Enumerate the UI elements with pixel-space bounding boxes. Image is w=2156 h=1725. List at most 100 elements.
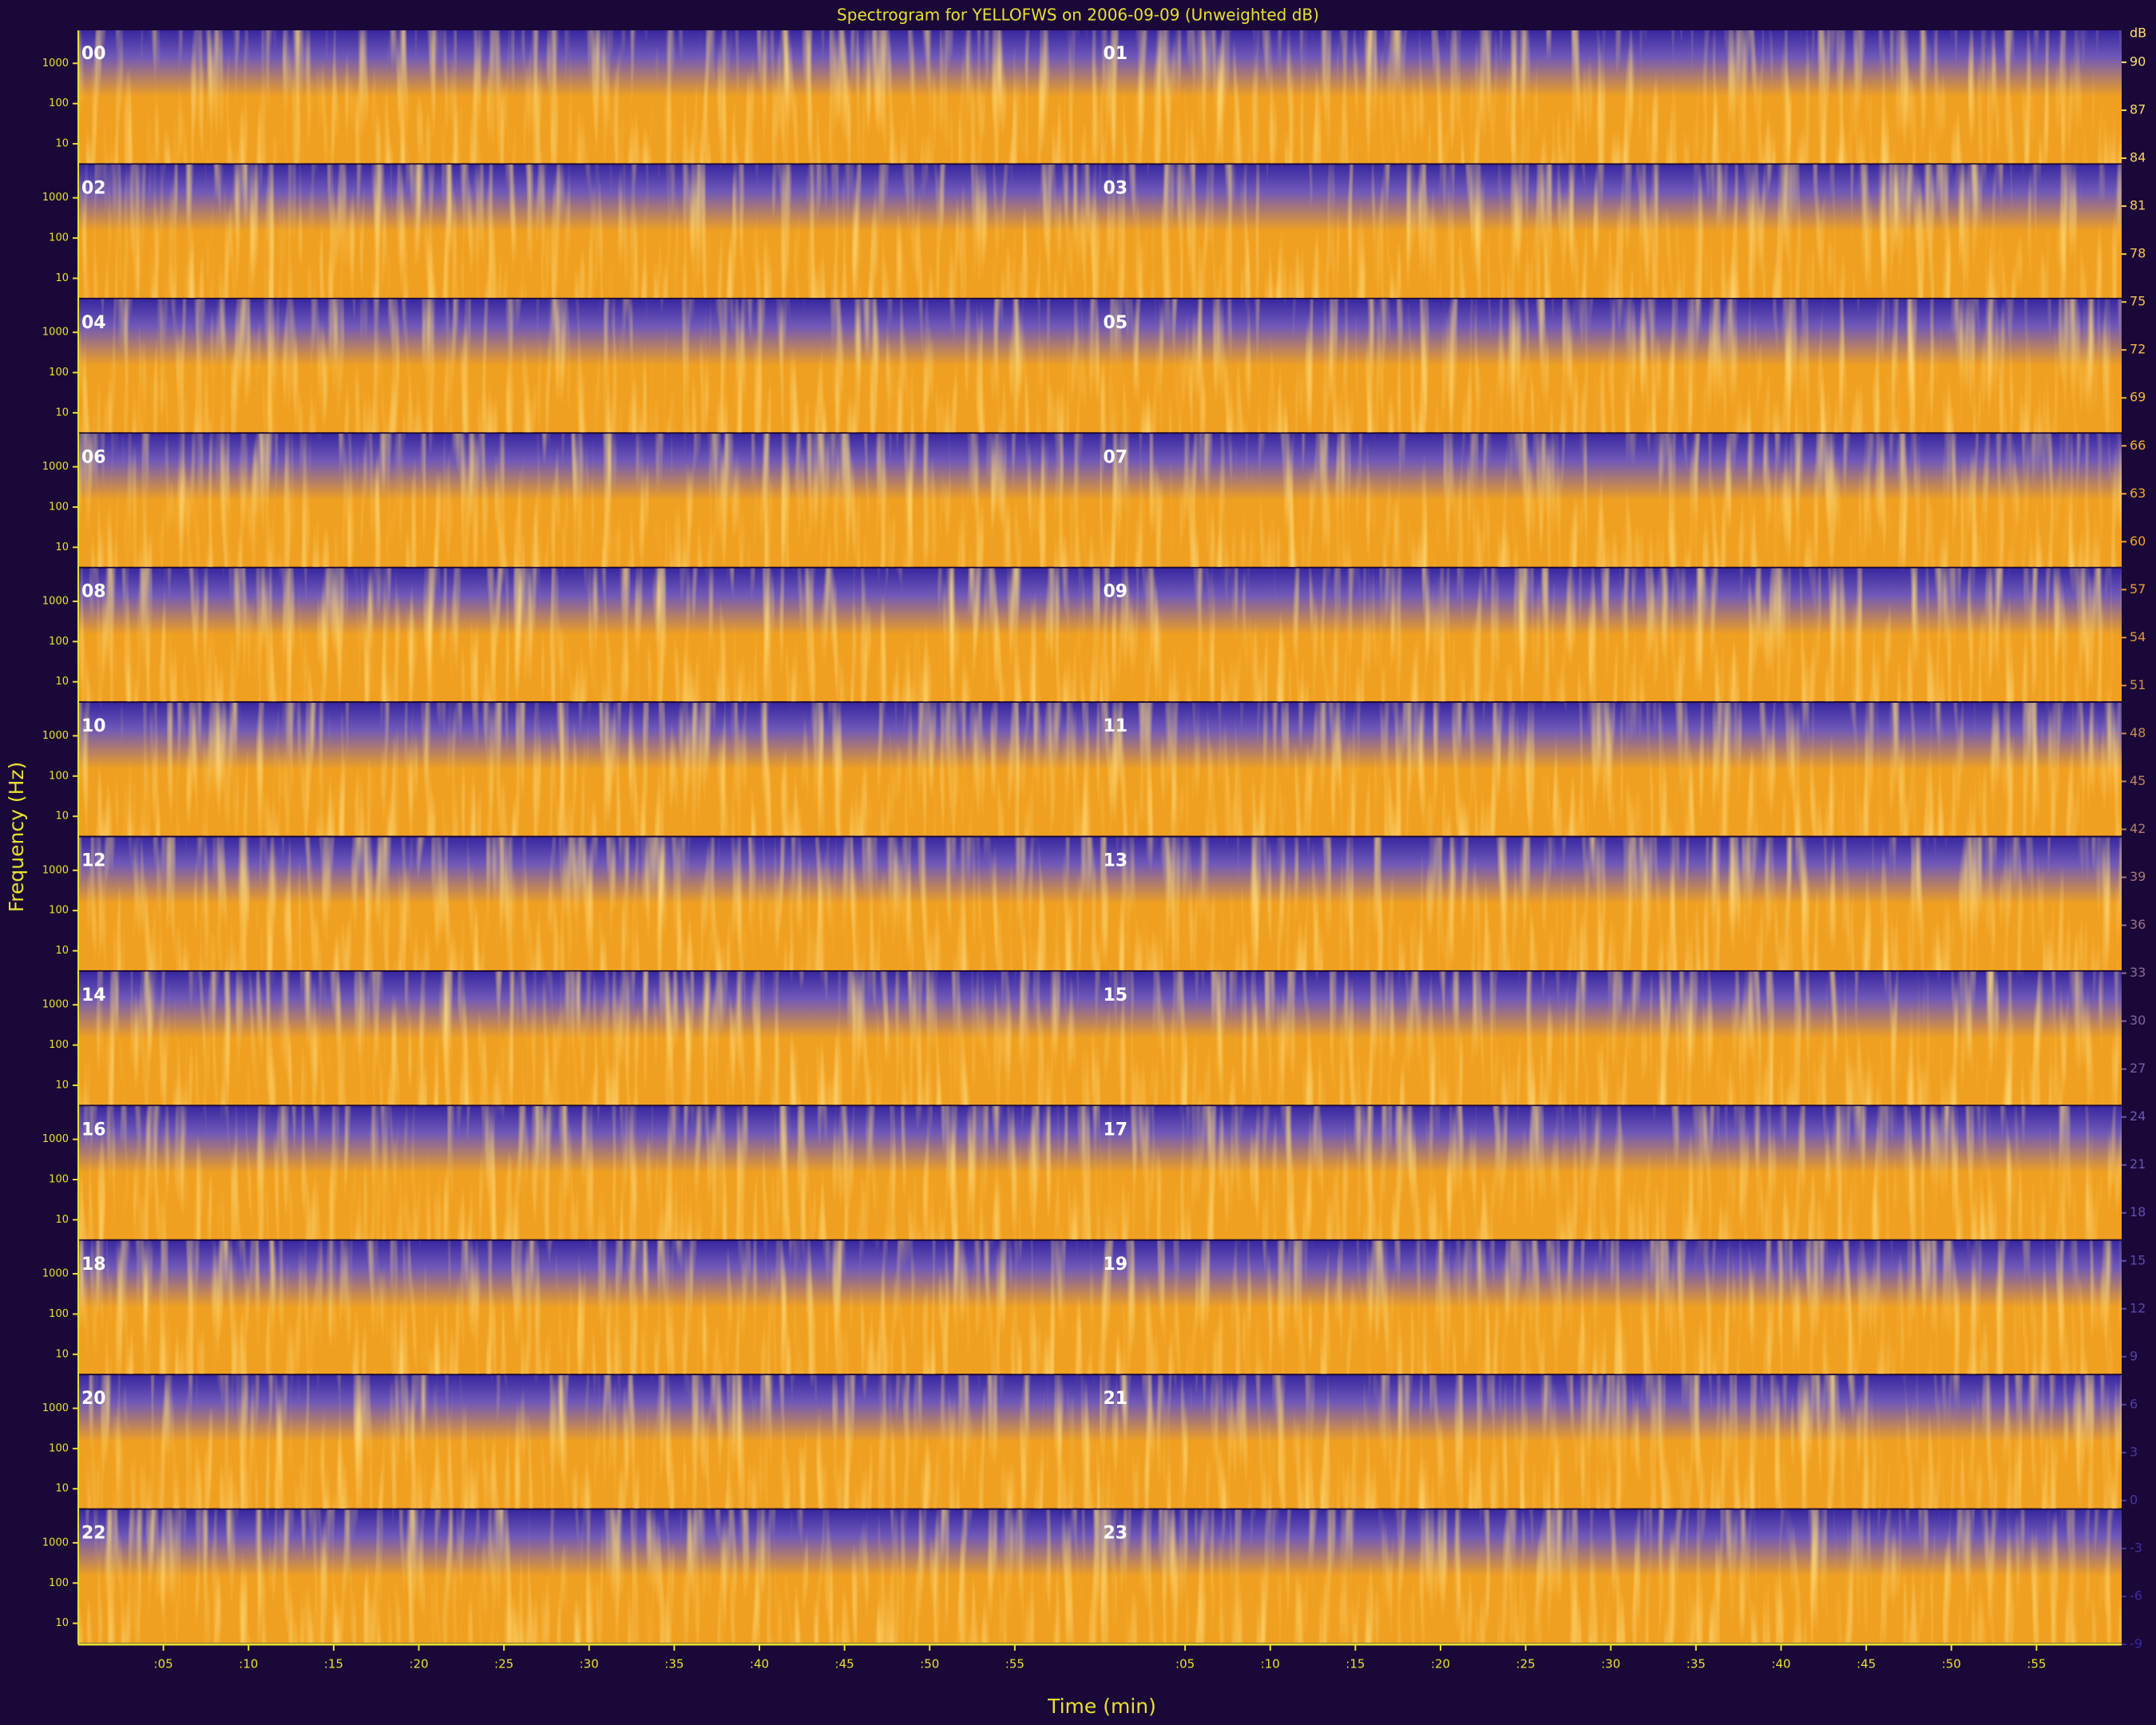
x-tick-label: :50	[920, 1657, 939, 1671]
panel-hour-label: 07	[1104, 447, 1128, 467]
y-tick-label: 1000	[42, 461, 69, 473]
spectrogram-texture	[78, 165, 1100, 298]
spectrogram-texture	[78, 30, 1100, 164]
panel-hour-label: 09	[1104, 582, 1128, 602]
colorbar-tick-label: 78	[2130, 246, 2146, 261]
x-tick-label: :20	[409, 1657, 428, 1671]
panel-hour-label: 15	[1104, 985, 1128, 1005]
x-tick-label: :25	[1516, 1657, 1536, 1671]
panel-hour-label: 16	[81, 1120, 106, 1140]
x-tick-label: :55	[1005, 1657, 1024, 1671]
y-tick-label: 100	[49, 770, 69, 782]
y-tick-label: 100	[49, 232, 69, 244]
colorbar-tick-label: 57	[2130, 581, 2146, 597]
y-tick-label: 1000	[42, 1268, 69, 1280]
colorbar-tick-label: 84	[2130, 150, 2146, 165]
spectrogram-texture	[1100, 30, 2122, 164]
x-axis-label: Time (min)	[1047, 1695, 1156, 1718]
colorbar-tick-label: 42	[2130, 821, 2146, 836]
spectrogram-texture	[1100, 165, 2122, 298]
spectrogram-texture	[78, 837, 1100, 970]
x-tick-label: :10	[239, 1657, 258, 1671]
x-tick-label: :15	[324, 1657, 343, 1671]
panel-hour-label: 20	[81, 1389, 106, 1409]
colorbar-tick-label: 90	[2130, 54, 2146, 69]
y-axis-label: Frequency (Hz)	[5, 762, 28, 913]
spectrogram-texture	[78, 703, 1100, 836]
x-tick-label: :55	[2027, 1657, 2046, 1671]
colorbar-tick-label: 6	[2130, 1396, 2138, 1411]
y-tick-label: 100	[49, 1308, 69, 1320]
colorbar-tick-label: 33	[2130, 965, 2146, 980]
x-tick-label: :45	[1857, 1657, 1876, 1671]
panel-hour-label: 02	[81, 178, 106, 198]
panel-hour-label: 11	[1104, 716, 1128, 736]
y-tick-label: 10	[55, 1214, 69, 1226]
y-tick-label: 1000	[42, 1402, 69, 1414]
panel-hour-label: 12	[81, 851, 106, 871]
y-tick-label: 100	[49, 1174, 69, 1186]
colorbar-tick-label: 60	[2130, 533, 2146, 549]
spectrogram-texture	[1100, 703, 2122, 836]
spectrogram-texture	[78, 299, 1100, 433]
y-tick-label: 10	[55, 1348, 69, 1360]
y-tick-label: 10	[55, 272, 69, 284]
y-tick-label: 10	[55, 811, 69, 823]
x-tick-label: :40	[750, 1657, 769, 1671]
x-tick-label: :45	[835, 1657, 854, 1671]
y-tick-label: 1000	[42, 999, 69, 1011]
spectrogram-texture	[78, 568, 1100, 702]
x-tick-label: :30	[1601, 1657, 1620, 1671]
spectrogram-texture	[78, 1509, 1100, 1643]
y-tick-label: 1000	[42, 58, 69, 69]
spectrogram-texture	[1100, 434, 2122, 567]
y-tick-label: 1000	[42, 595, 69, 607]
spectrogram-texture	[78, 971, 1100, 1105]
colorbar-tick-label: 75	[2130, 294, 2146, 309]
x-tick-label: :25	[494, 1657, 513, 1671]
x-tick-label: :05	[1175, 1657, 1195, 1671]
spectrogram-texture	[1100, 971, 2122, 1105]
spectrogram-texture	[78, 1375, 1100, 1509]
y-tick-label: 100	[49, 1442, 69, 1454]
colorbar-tick-label: 24	[2130, 1108, 2146, 1124]
x-tick-label: :10	[1261, 1657, 1280, 1671]
panel-hour-label: 22	[81, 1524, 106, 1544]
panel-hour-label: 19	[1104, 1255, 1128, 1275]
spectrogram-texture	[1100, 1106, 2122, 1239]
x-tick-label: :50	[1942, 1657, 1961, 1671]
spectrogram-texture	[1100, 299, 2122, 433]
y-tick-label: 10	[55, 1079, 69, 1091]
colorbar-tick-label: 9	[2130, 1348, 2138, 1363]
y-tick-label: 10	[55, 945, 69, 957]
y-tick-label: 10	[55, 676, 69, 688]
x-tick-label: :05	[154, 1657, 173, 1671]
x-tick-label: :35	[664, 1657, 684, 1671]
colorbar-tick-label: 12	[2130, 1300, 2146, 1315]
y-tick-label: 100	[49, 367, 69, 379]
colorbar-tick-label: -6	[2130, 1588, 2142, 1603]
y-tick-label: 100	[49, 1577, 69, 1589]
colorbar-tick-label: 27	[2130, 1061, 2146, 1076]
colorbar-tick-label: 3	[2130, 1444, 2138, 1459]
panel-hour-label: 17	[1104, 1120, 1128, 1140]
y-tick-label: 100	[49, 97, 69, 109]
y-tick-label: 10	[55, 138, 69, 150]
y-tick-label: 100	[49, 501, 69, 513]
y-tick-label: 100	[49, 905, 69, 917]
colorbar-tick-label: 39	[2130, 869, 2146, 884]
y-tick-label: 1000	[42, 1537, 69, 1549]
spectrogram-texture	[1100, 568, 2122, 702]
panel-hour-label: 05	[1104, 313, 1128, 333]
colorbar-tick-label: 15	[2130, 1252, 2146, 1267]
colorbar-tick-label: 63	[2130, 486, 2146, 501]
panel-hour-label: 10	[81, 716, 106, 736]
colorbar-tick-label: 36	[2130, 917, 2146, 932]
panel-hour-label: 00	[81, 44, 106, 64]
panel-hour-label: 06	[81, 447, 106, 467]
y-tick-label: 10	[55, 1483, 69, 1495]
y-tick-label: 10	[55, 1617, 69, 1629]
y-tick-label: 1000	[42, 864, 69, 876]
x-tick-label: :15	[1346, 1657, 1365, 1671]
